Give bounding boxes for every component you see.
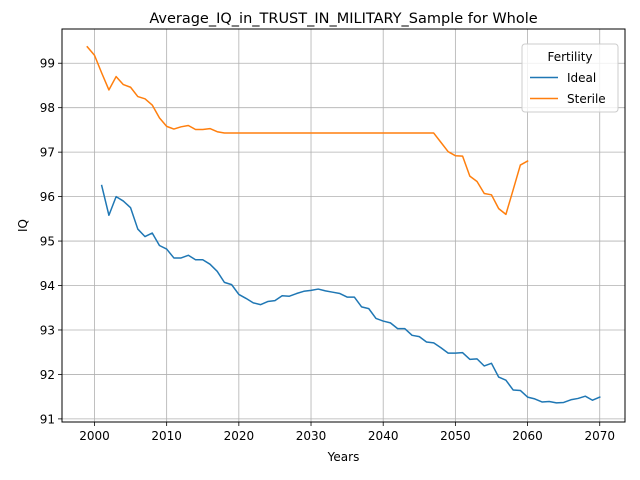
legend-title: Fertility — [547, 50, 592, 64]
series-line-ideal — [100, 184, 601, 404]
x-tick-label: 2060 — [512, 429, 543, 443]
legend-box — [521, 43, 619, 113]
legend-label-sterile: Sterile — [567, 92, 606, 106]
x-axis-label: Years — [327, 450, 360, 464]
x-tick-label: 2040 — [368, 429, 399, 443]
series-lines — [86, 45, 601, 404]
series-line-sterile — [86, 45, 529, 216]
x-tick-label: 2020 — [224, 429, 255, 443]
y-tick-label: 92 — [40, 368, 55, 382]
y-tick-label: 99 — [40, 57, 55, 71]
x-tick-label: 2070 — [584, 429, 615, 443]
y-tick-label: 95 — [40, 235, 55, 249]
y-tick-label: 94 — [40, 279, 55, 293]
y-tick-label: 91 — [40, 412, 55, 426]
x-tick-label: 2050 — [440, 429, 471, 443]
x-tick-label: 2030 — [296, 429, 327, 443]
legend: Fertility Ideal Sterile — [521, 43, 619, 113]
x-tick-label: 2010 — [151, 429, 182, 443]
plot-frame — [61, 28, 626, 423]
axis-ticks: 2000 2010 2020 2030 2040 2050 2060 2070 91 92 93 94… — [40, 57, 615, 443]
y-tick-label: 93 — [40, 323, 55, 337]
x-tick-label: 2000 — [79, 429, 110, 443]
y-tick-label: 98 — [40, 101, 55, 115]
y-tick-label: 97 — [40, 146, 55, 160]
chart-title: Average_IQ_in_TRUST_IN_MILITARY_Sample f… — [149, 11, 537, 27]
legend-label-ideal: Ideal — [567, 71, 596, 85]
y-axis-label: IQ — [16, 219, 30, 232]
y-tick-label: 96 — [40, 190, 55, 204]
